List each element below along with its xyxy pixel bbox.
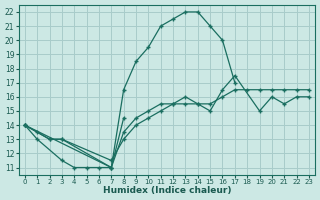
- X-axis label: Humidex (Indice chaleur): Humidex (Indice chaleur): [103, 186, 231, 195]
